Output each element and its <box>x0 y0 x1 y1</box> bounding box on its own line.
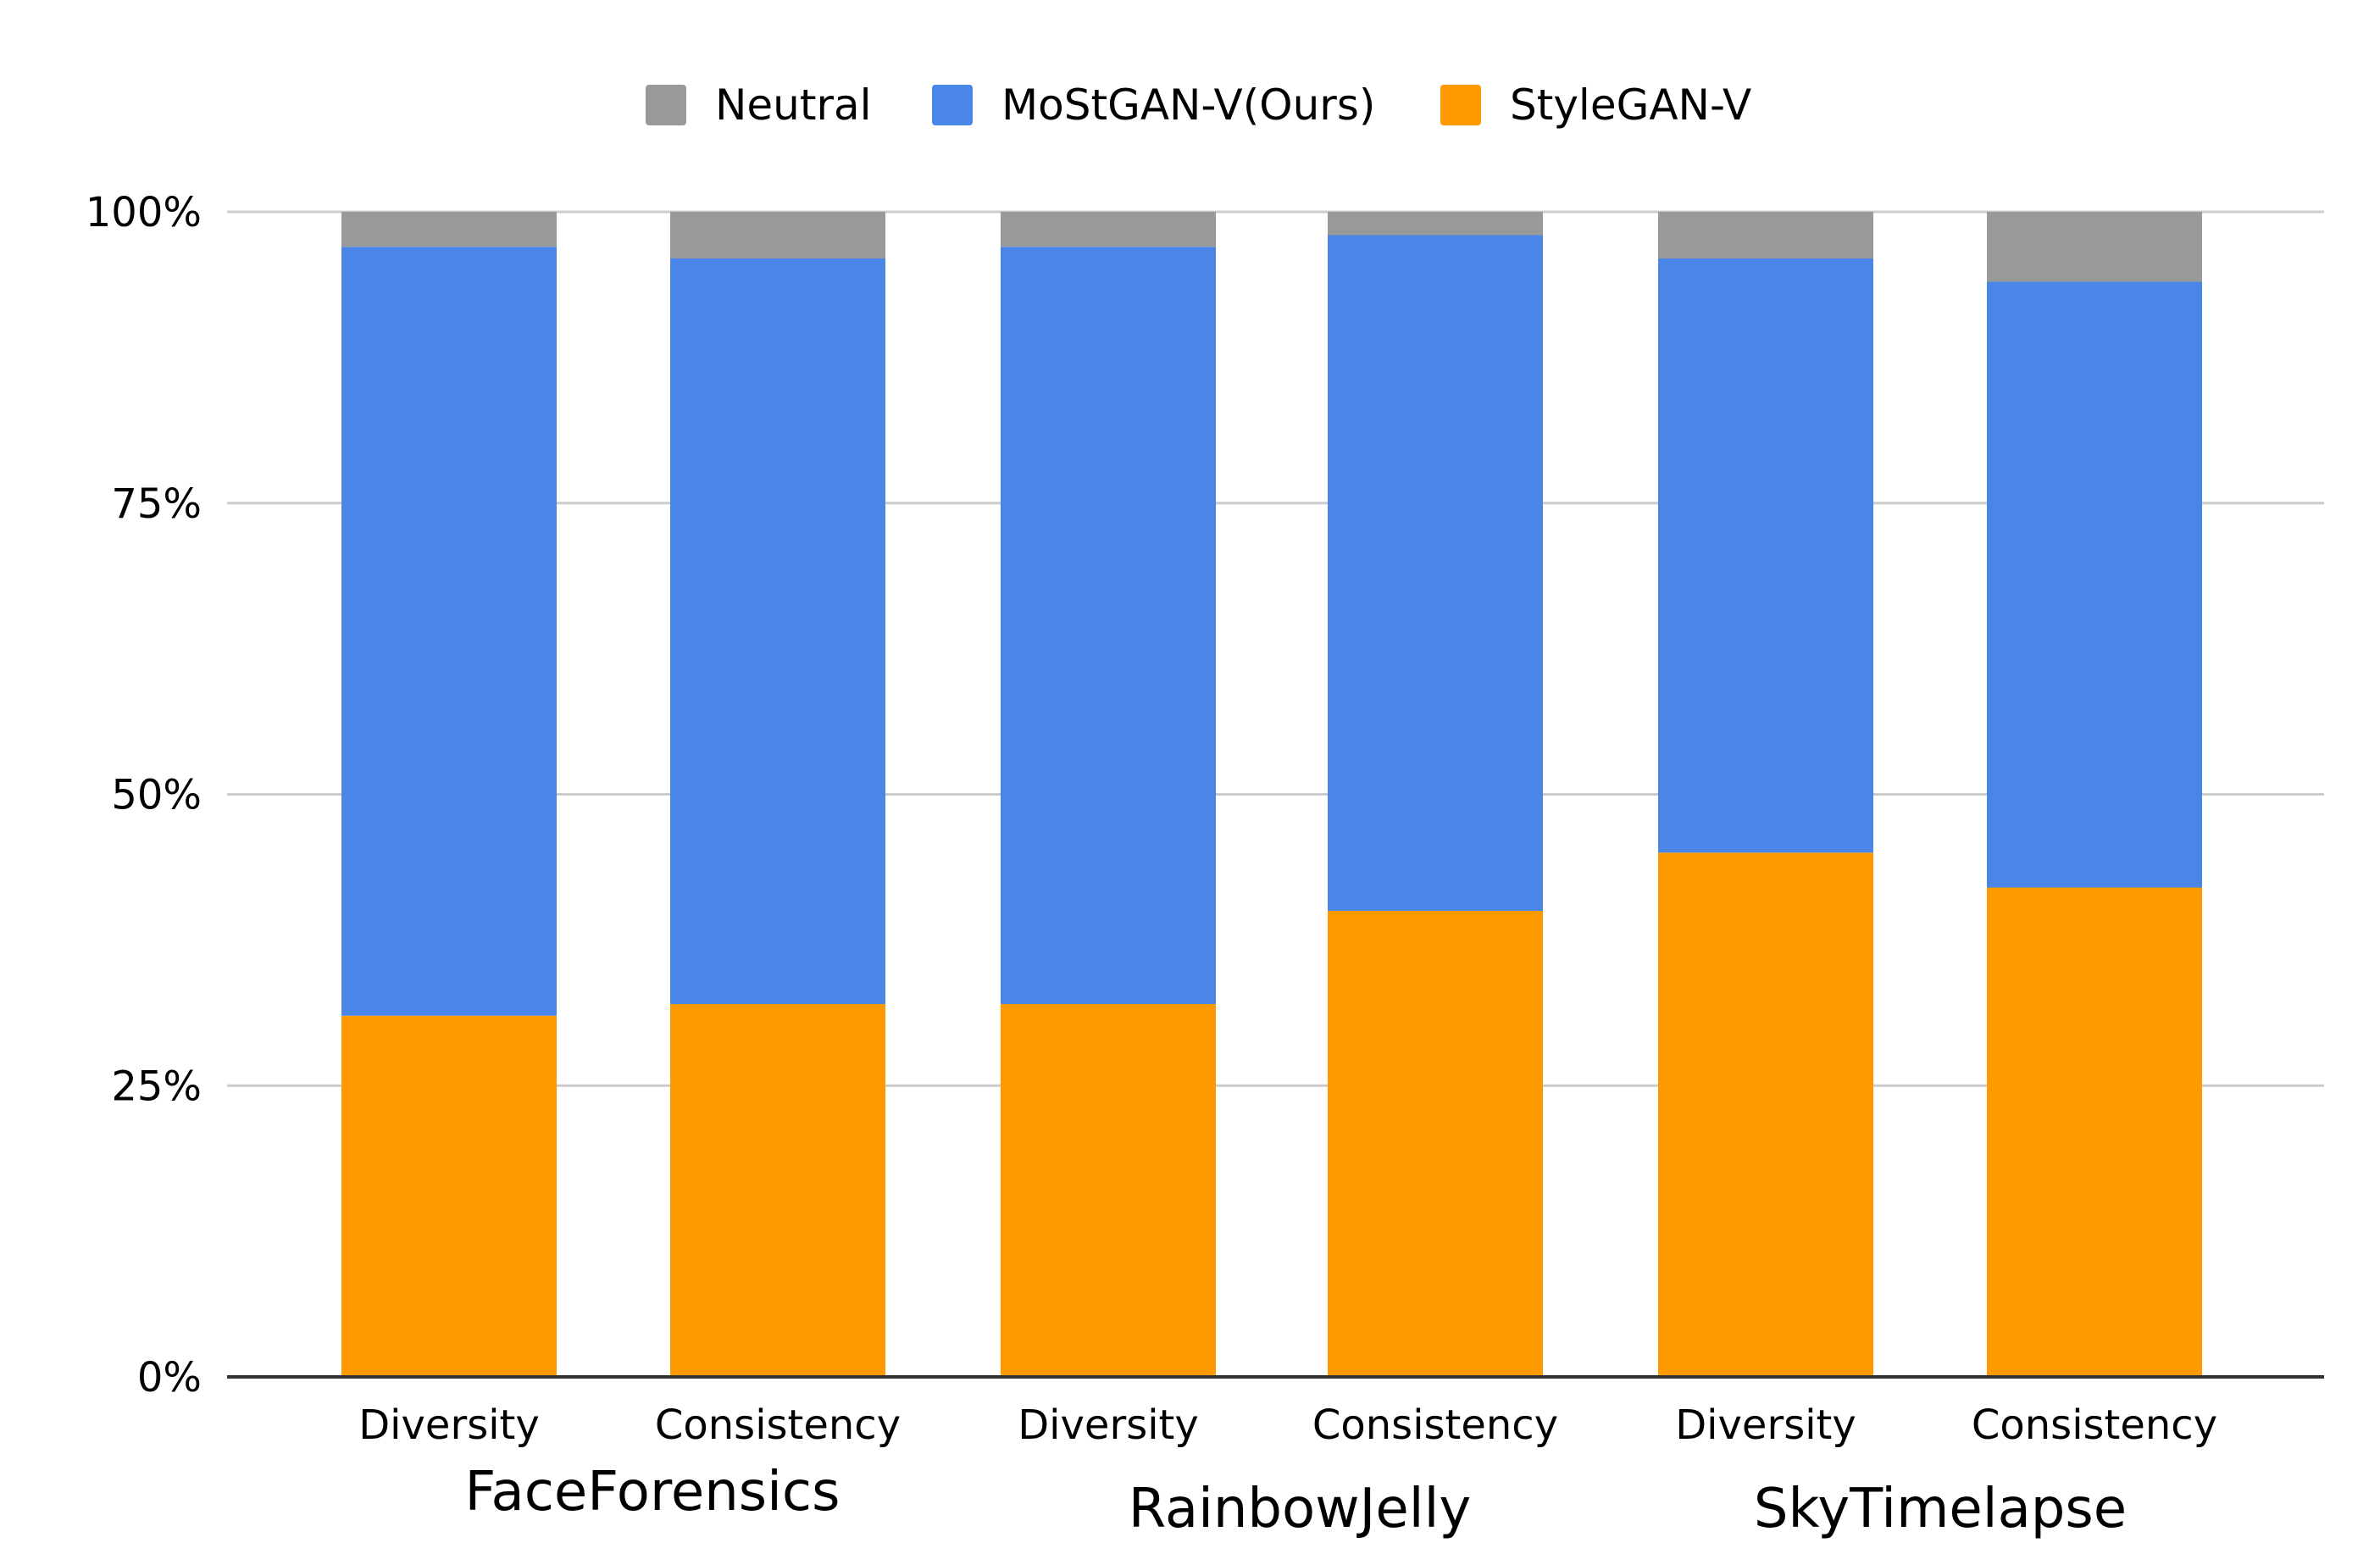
legend-swatch-neutral <box>646 85 686 125</box>
legend: Neutral MoStGAN-V(Ours) StyleGAN-V <box>646 80 1751 130</box>
bar-neutral-0 <box>341 212 557 247</box>
x-tick-label-diversity: Diversity <box>1675 1401 1856 1449</box>
group-label-rainbowjelly: RainbowJelly <box>1129 1478 1471 1540</box>
x-tick-label-consistency: Consistency <box>1972 1401 2217 1449</box>
bar-neutral-1 <box>670 212 885 258</box>
x-axis-group-labels: FaceForensics RainbowJelly SkyTimelapse <box>465 1461 2128 1540</box>
bar-mostgan-v-ours-4 <box>1658 258 1873 853</box>
bar-neutral-2 <box>1001 212 1216 247</box>
bar-stylegan-v-1 <box>670 1004 885 1377</box>
bars <box>341 212 2202 1377</box>
bar-stylegan-v-4 <box>1658 852 1873 1377</box>
y-tick-label: 100% <box>86 189 202 236</box>
bar-mostgan-v-ours-5 <box>1987 281 2202 888</box>
x-axis-category-labels: Diversity Consistency Diversity Consistency… <box>358 1401 2217 1449</box>
y-gridlines <box>227 210 2324 1087</box>
y-tick-label: 75% <box>111 480 202 528</box>
group-label-faceforensics: FaceForensics <box>465 1461 840 1523</box>
bar-neutral-5 <box>1987 212 2202 282</box>
legend-label-stylegan-v: StyleGAN-V <box>1510 80 1751 130</box>
legend-swatch-stylegan-v <box>1440 85 1481 125</box>
legend-label-mostgan-v-ours: MoStGAN-V(Ours) <box>1001 80 1375 130</box>
bar-stylegan-v-2 <box>1001 1004 1216 1377</box>
bar-mostgan-v-ours-0 <box>341 247 557 1016</box>
bar-neutral-3 <box>1328 212 1543 236</box>
bar-mostgan-v-ours-2 <box>1001 247 1216 1004</box>
bar-stylegan-v-0 <box>341 1015 557 1377</box>
x-tick-label-diversity: Diversity <box>1018 1401 1199 1449</box>
group-label-skytimelapse: SkyTimelapse <box>1754 1478 2127 1540</box>
y-tick-label: 0% <box>137 1354 202 1401</box>
bar-mostgan-v-ours-3 <box>1328 235 1543 911</box>
x-tick-label-diversity: Diversity <box>358 1401 540 1449</box>
bar-stylegan-v-5 <box>1987 887 2202 1377</box>
x-tick-label-consistency: Consistency <box>655 1401 901 1449</box>
y-axis-ticks: 0% 25% 50% 75% 100% <box>86 189 202 1401</box>
bar-neutral-4 <box>1658 212 1873 258</box>
legend-label-neutral: Neutral <box>715 80 872 130</box>
y-tick-label: 25% <box>111 1063 202 1110</box>
x-tick-label-consistency: Consistency <box>1312 1401 1558 1449</box>
bar-stylegan-v-3 <box>1328 911 1543 1377</box>
legend-swatch-mostgan-v-ours <box>932 85 973 125</box>
bar-mostgan-v-ours-1 <box>670 258 885 1004</box>
y-tick-label: 50% <box>111 772 202 819</box>
